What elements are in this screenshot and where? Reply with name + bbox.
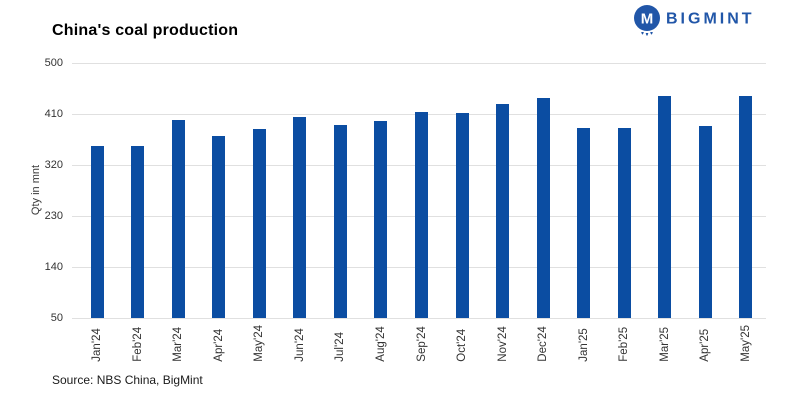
x-tick-label: Jan'24 [91, 328, 104, 362]
x-tick-label: Jul'24 [334, 332, 347, 362]
bar-column [644, 63, 685, 318]
bigmint-logo: M BIGMINT [632, 4, 764, 38]
y-tick-label: 410 [44, 108, 63, 120]
bar-may25 [739, 96, 753, 318]
x-label-column: Dec'24 [523, 318, 564, 362]
bar-column [523, 63, 564, 318]
y-tick-label: 230 [44, 210, 63, 222]
y-tick-label: 500 [44, 57, 63, 69]
x-tick-label: Sep'24 [415, 326, 428, 362]
source-note: Source: NBS China, BigMint [52, 373, 203, 387]
x-label-column: Apr'24 [199, 318, 240, 362]
x-tick-label: Oct'24 [456, 328, 469, 362]
y-tick-label: 50 [50, 312, 63, 324]
bar-column [199, 63, 240, 318]
bar-column [442, 63, 483, 318]
page-title: China's coal production [52, 22, 239, 39]
bar-apr24 [212, 135, 226, 318]
bar-column [77, 63, 118, 318]
x-label-column: Jan'25 [563, 318, 604, 362]
x-label-column: Apr'25 [685, 318, 726, 362]
bar-column [239, 63, 280, 318]
bar-column [482, 63, 523, 318]
gridline [72, 62, 766, 64]
bar-column [685, 63, 726, 318]
x-tick-label: Aug'24 [374, 326, 387, 362]
x-tick-label: Jan'25 [577, 328, 590, 362]
bigmint-logo-icon: M BIGMINT [634, 5, 755, 36]
x-tick-label: Mar'25 [658, 326, 671, 362]
bar-feb25 [617, 128, 631, 318]
x-label-column: Oct'24 [442, 318, 483, 362]
svg-text:M: M [641, 11, 654, 28]
bar-apr25 [698, 125, 712, 318]
bar-aug24 [374, 121, 388, 318]
x-label-column: Feb'25 [604, 318, 645, 362]
bars-row [77, 63, 766, 318]
x-label-column: Jan'24 [77, 318, 118, 362]
x-tick-label: Feb'24 [131, 326, 144, 362]
bar-jun24 [293, 116, 307, 318]
bar-jan25 [577, 128, 591, 318]
bar-mar24 [171, 120, 185, 318]
x-tick-label: Nov'24 [496, 326, 509, 362]
x-tick-label: Dec'24 [537, 326, 550, 362]
plot-area: 50 140 230 320 410 500 Jan'24 Feb'24 Mar'24 Apr'2… [45, 57, 766, 362]
x-label-column: Mar'25 [644, 318, 685, 362]
bar-column [604, 63, 645, 318]
bar-column [401, 63, 442, 318]
x-label-column: May'24 [239, 318, 280, 362]
bar-jan24 [90, 146, 104, 318]
x-label-column: Mar'24 [158, 318, 199, 362]
bar-may24 [252, 128, 266, 318]
x-tick-label: Apr'24 [212, 328, 225, 362]
bar-column [118, 63, 159, 318]
y-tick-label: 140 [44, 261, 63, 273]
x-label-column: Jul'24 [320, 318, 361, 362]
bar-column [361, 63, 402, 318]
bar-sep24 [415, 111, 429, 318]
bar-column [158, 63, 199, 318]
x-label-column: Feb'24 [118, 318, 159, 362]
x-label-column: Aug'24 [361, 318, 402, 362]
x-label-column: Jun'24 [280, 318, 321, 362]
y-tick-label: 320 [44, 159, 63, 171]
bar-column [320, 63, 361, 318]
bigmint-logo-text: BIGMINT [666, 11, 755, 28]
bar-column [563, 63, 604, 318]
bar-mar25 [658, 96, 672, 318]
x-tick-label: Mar'24 [172, 326, 185, 362]
x-tick-label: May'25 [739, 325, 752, 362]
x-tick-label: Apr'25 [699, 328, 712, 362]
bar-nov24 [496, 103, 510, 318]
bar-column [726, 63, 767, 318]
bar-dec24 [536, 97, 550, 318]
x-label-column: Nov'24 [482, 318, 523, 362]
y-axis-title: Qty in mnt [30, 164, 42, 216]
x-axis-labels: Jan'24 Feb'24 Mar'24 Apr'24 May'24 Jun'24 Jul'… [77, 318, 766, 362]
x-label-column: Sep'24 [401, 318, 442, 362]
x-tick-label: Jun'24 [293, 328, 306, 362]
gridline [72, 317, 766, 319]
x-tick-label: May'24 [253, 325, 266, 362]
bar-feb24 [131, 146, 145, 318]
x-tick-label: Feb'25 [618, 326, 631, 362]
bar-oct24 [455, 112, 469, 318]
x-label-column: May'25 [726, 318, 767, 362]
bar-jul24 [333, 125, 347, 318]
bar-column [280, 63, 321, 318]
